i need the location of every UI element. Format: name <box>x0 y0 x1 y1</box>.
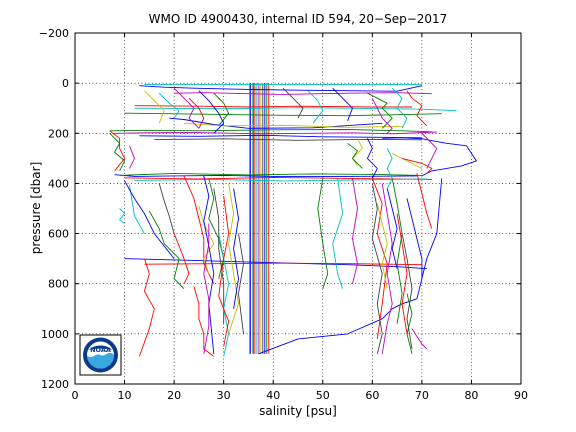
salinity-profile-line <box>218 233 230 357</box>
salinity-profile-line <box>406 293 413 355</box>
salinity-profile-line <box>183 122 403 128</box>
salinity-profile-line <box>282 87 304 119</box>
salinity-profile-line <box>169 117 383 129</box>
data-series <box>109 83 477 357</box>
salinity-profile-line <box>391 152 423 169</box>
salinity-profile-line <box>188 97 205 129</box>
y-tick-label: 1200 <box>41 378 69 391</box>
salinity-profile-line <box>139 134 422 139</box>
x-axis-label: salinity [psu] <box>259 404 337 418</box>
salinity-profile-line <box>396 213 408 334</box>
salinity-profile-line <box>124 176 432 180</box>
y-tick-label: 1000 <box>41 328 69 341</box>
salinity-profile-line <box>406 90 428 127</box>
salinity-profile-line <box>421 132 438 169</box>
salinity-profile-line <box>367 92 393 129</box>
x-tick-label: 90 <box>514 389 528 402</box>
salinity-profile-line <box>173 233 190 284</box>
salinity-profile-line <box>376 203 388 289</box>
salinity-profile-line <box>371 178 388 339</box>
x-tick-label: 10 <box>118 389 132 402</box>
y-tick-label: 400 <box>48 177 69 190</box>
salinity-profile-line <box>391 87 408 129</box>
salinity-profile-line <box>416 173 433 229</box>
salinity-profile-line <box>386 188 398 269</box>
salinity-profile-line <box>158 183 175 234</box>
salinity-profile-line <box>109 132 126 172</box>
salinity-profile-line <box>382 137 477 177</box>
salinity-profile-line <box>109 129 432 133</box>
salinity-profile-line <box>144 262 422 266</box>
salinity-profile-line <box>371 97 393 134</box>
salinity-profile-line <box>148 210 185 290</box>
salinity-profile-line <box>114 174 417 177</box>
salinity-profile-line <box>134 178 427 182</box>
salinity-profile-line <box>173 87 200 129</box>
salinity-profile-line <box>347 142 363 169</box>
noaa-logo: NOAA <box>79 334 122 376</box>
salinity-profile-line <box>233 188 239 309</box>
salinity-profile-line <box>406 198 423 279</box>
y-tick-label: 600 <box>48 228 69 241</box>
salinity-profile-line <box>154 138 422 141</box>
salinity-profile-line <box>366 138 378 179</box>
salinity-profile-line <box>144 90 165 124</box>
salinity-profile-line <box>352 178 358 284</box>
y-tick-label: 200 <box>48 127 69 140</box>
salinity-profile-line <box>332 178 344 289</box>
salinity-profile-line <box>119 172 422 176</box>
y-tick-label: −200 <box>39 27 69 40</box>
salinity-profile-line <box>218 195 230 347</box>
salinity-profile-line <box>138 258 155 357</box>
chart-title: WMO ID 4900430, internal ID 594, 20−Sep−… <box>149 12 448 26</box>
salinity-profile-line <box>411 328 428 350</box>
salinity-profile-line <box>213 92 230 127</box>
salinity-profile-line <box>193 286 215 357</box>
y-tick-label: 800 <box>48 278 69 291</box>
salinity-profile-line <box>386 148 393 189</box>
salinity-profile-line <box>238 233 244 334</box>
salinity-profile-line <box>139 85 422 92</box>
salinity-profile-line <box>114 131 437 135</box>
x-tick-label: 50 <box>316 389 330 402</box>
salinity-profile-line <box>391 178 403 324</box>
salinity-profile-line <box>307 90 324 124</box>
x-tick-label: 0 <box>72 389 79 402</box>
logo-label: NOAA <box>90 346 111 354</box>
x-tick-label: 80 <box>464 389 478 402</box>
logo-wave <box>87 352 114 369</box>
salinity-profile-line <box>401 157 433 174</box>
salinity-profile-line <box>258 308 393 355</box>
y-axis-label: pressure [dbar] <box>29 162 43 255</box>
plot-frame <box>74 32 522 385</box>
x-tick-label: 70 <box>415 389 429 402</box>
salinity-profile-line <box>381 183 393 354</box>
x-tick-label: 40 <box>266 389 280 402</box>
x-tick-label: 60 <box>365 389 379 402</box>
salinity-profile-line <box>124 180 175 259</box>
salinity-profile-line <box>332 87 353 121</box>
salinity-profile-line <box>134 105 412 108</box>
salinity-profile-line <box>203 223 210 354</box>
salinity-profile-line <box>228 183 239 335</box>
axis-ticks: 0 10 20 30 40 50 60 70 80 90 −200 0 200 400 600 800 1000… <box>39 27 528 402</box>
salinity-profile-line <box>109 130 126 172</box>
salinity-profile-line <box>183 175 215 284</box>
salinity-profile-line <box>119 208 126 224</box>
grid-lines <box>75 33 521 384</box>
x-tick-label: 20 <box>167 389 181 402</box>
salinity-profile-line <box>371 183 383 355</box>
salinity-profile-line <box>198 90 225 134</box>
salinity-profile-line <box>158 92 180 119</box>
salinity-profile-line <box>129 145 135 169</box>
salinity-profile-line <box>352 138 363 167</box>
salinity-profile-line <box>134 107 457 112</box>
salinity-profile-line <box>129 184 145 234</box>
salinity-profile-line <box>317 178 329 289</box>
y-tick-label: 0 <box>62 77 69 90</box>
x-tick-label: 30 <box>217 389 231 402</box>
salinity-profile-line <box>213 188 225 324</box>
